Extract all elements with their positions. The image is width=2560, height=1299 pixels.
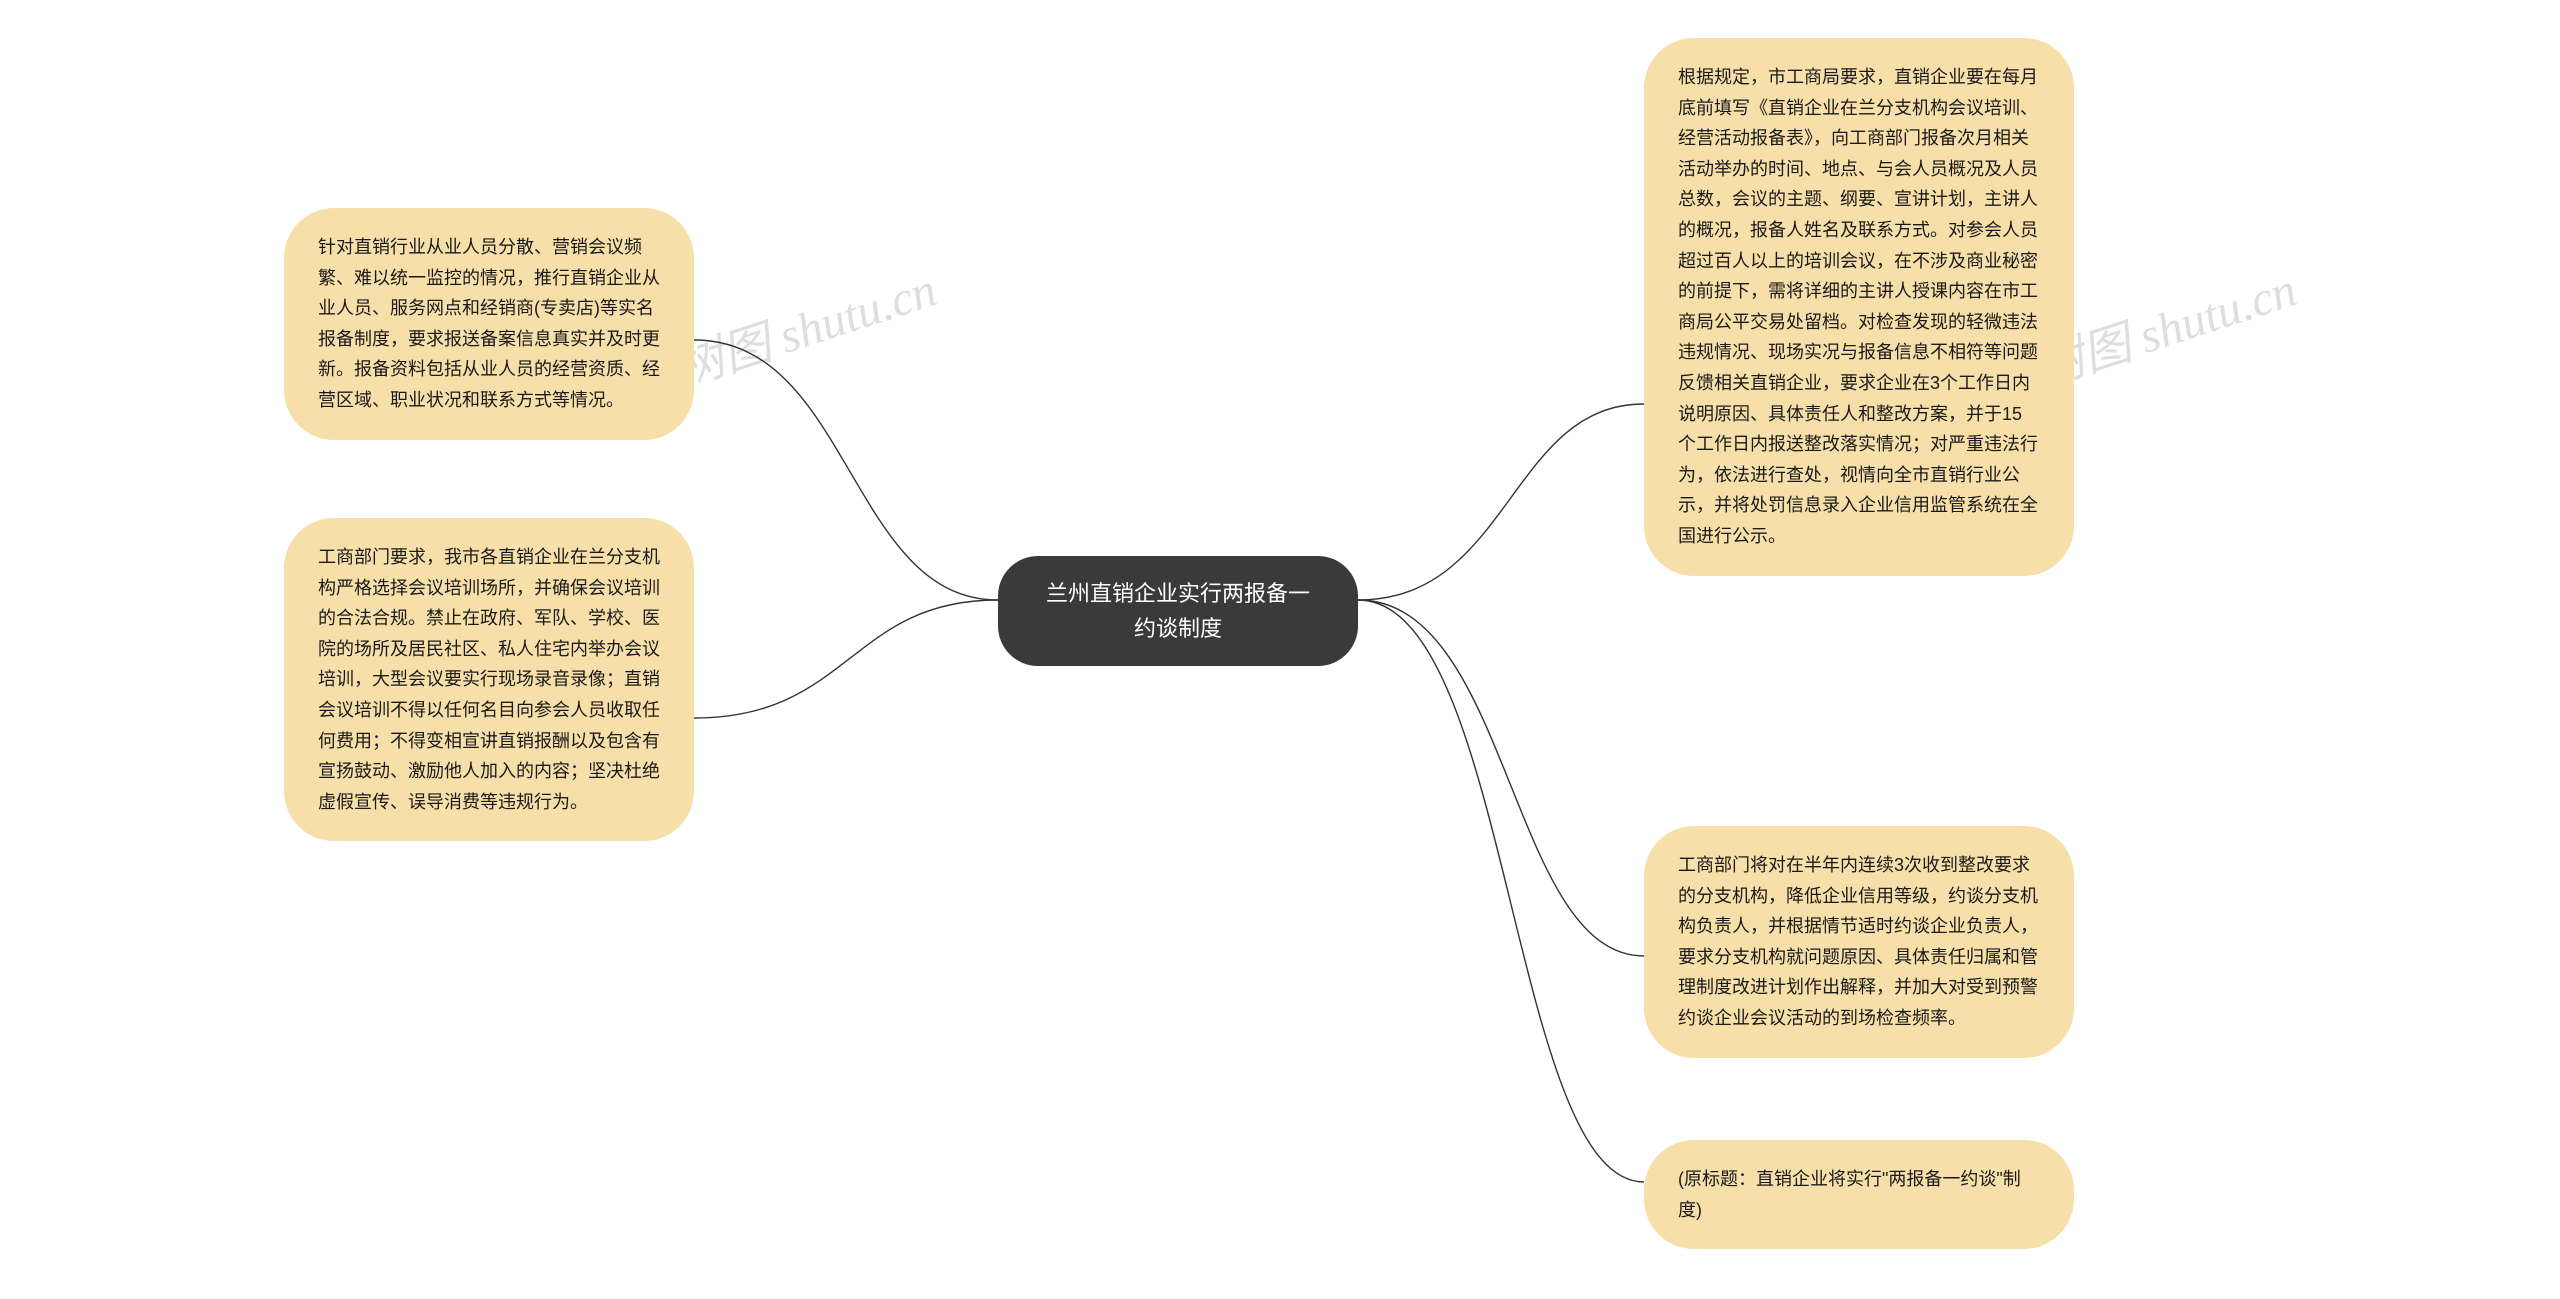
center-node: 兰州直销企业实行两报备一约谈制度 [998, 556, 1358, 666]
watermark: 树图 shutu.cn [666, 250, 944, 400]
edge-left2 [694, 600, 998, 718]
leaf-node-right-3: (原标题：直销企业将实行"两报备一约谈"制度) [1644, 1140, 2074, 1249]
leaf-node-left-1: 针对直销行业从业人员分散、营销会议频繁、难以统一监控的情况，推行直销企业从业人员… [284, 208, 694, 440]
edge-right3 [1358, 600, 1644, 1182]
leaf-node-right-1: 根据规定，市工商局要求，直销企业要在每月底前填写《直销企业在兰分支机构会议培训、… [1644, 38, 2074, 576]
edge-right1 [1358, 404, 1644, 600]
edge-right2 [1358, 600, 1644, 956]
edge-left1 [694, 340, 998, 600]
leaf-node-right-2: 工商部门将对在半年内连续3次收到整改要求的分支机构，降低企业信用等级，约谈分支机… [1644, 826, 2074, 1058]
leaf-node-left-2: 工商部门要求，我市各直销企业在兰分支机构严格选择会议培训场所，并确保会议培训的合… [284, 518, 694, 841]
